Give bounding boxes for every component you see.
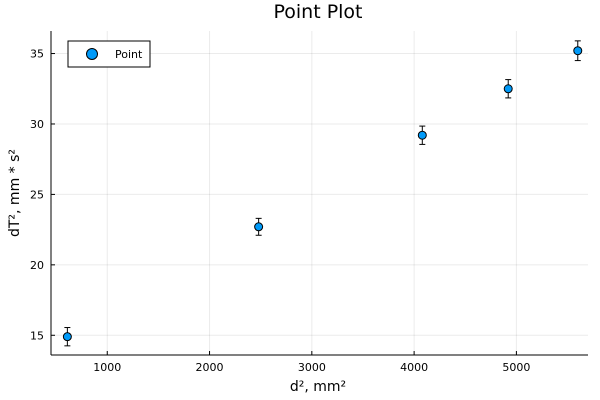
- x-tick-label: 1000: [93, 361, 121, 374]
- grid: [51, 31, 588, 355]
- legend-box: [67, 40, 151, 68]
- data-point: [62, 332, 72, 342]
- y-axis-title: dT², mm * s²: [7, 149, 23, 237]
- ticks: 1000 2000 3000 4000 5000 15 20 25 30 35: [30, 48, 530, 374]
- data-points: [62, 40, 583, 347]
- data-point: [503, 84, 513, 94]
- axes: [50, 31, 588, 356]
- y-tick-label: 30: [30, 118, 44, 131]
- x-tick-label: 4000: [400, 361, 428, 374]
- x-tick-label: 5000: [502, 361, 530, 374]
- x-tick-label: 2000: [196, 361, 224, 374]
- x-tick-label: 3000: [298, 361, 326, 374]
- chart-title: Point Plot: [273, 1, 362, 23]
- data-point: [573, 46, 583, 56]
- legend-label: Point: [115, 48, 143, 61]
- y-tick-label: 20: [30, 259, 44, 272]
- y-tick-label: 25: [30, 188, 44, 201]
- legend-marker: [86, 48, 98, 60]
- data-point: [254, 222, 264, 232]
- data-point: [417, 130, 427, 140]
- y-tick-label: 15: [30, 329, 44, 342]
- y-tick-label: 35: [30, 48, 44, 61]
- x-axis-title: d², mm²: [290, 379, 346, 395]
- legend: Point: [67, 40, 151, 68]
